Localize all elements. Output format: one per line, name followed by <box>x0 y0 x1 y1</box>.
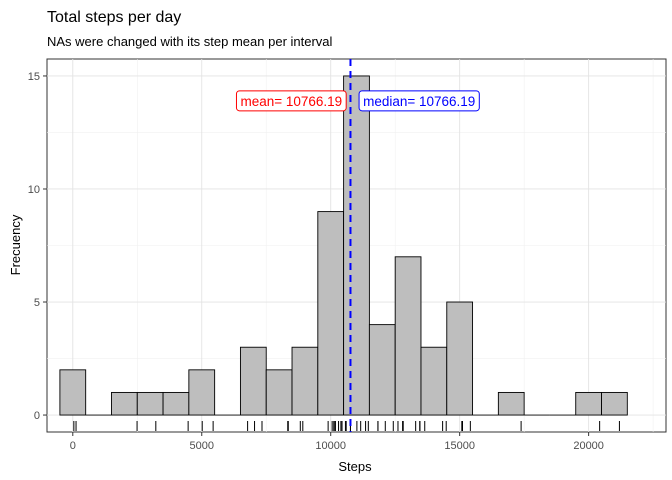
x-tick-label: 15000 <box>444 440 475 452</box>
histogram-bar <box>317 211 345 416</box>
y-axis-title: Frecuency <box>8 214 23 275</box>
chart-title: Total steps per day <box>47 9 181 26</box>
histogram-bar <box>188 369 216 416</box>
histogram-bar <box>497 391 525 416</box>
histogram-bar <box>239 346 267 416</box>
y-tick-label: 0 <box>34 410 40 422</box>
histogram-bar <box>420 346 448 416</box>
histogram-bar <box>446 301 474 416</box>
rug-marks <box>73 421 620 431</box>
x-tick-label: 10000 <box>315 440 346 452</box>
histogram-bar <box>394 256 422 416</box>
chart-subtitle: NAs were changed with its step mean per … <box>47 34 333 49</box>
y-tick-label: 15 <box>28 71 40 83</box>
x-axis-title: Steps <box>338 459 372 474</box>
y-tick-label: 5 <box>34 297 40 309</box>
bars-group <box>59 75 628 416</box>
histogram-bar <box>343 75 370 416</box>
annotation-label: median= 10766.19 <box>358 90 480 112</box>
y-tick-label: 10 <box>28 184 40 196</box>
annotation-box <box>235 90 347 112</box>
histogram-bar <box>368 324 396 416</box>
annotations-group: mean= 10766.19 median= 10766.19 <box>235 90 480 112</box>
histogram-bar <box>601 391 628 416</box>
annotation-text: median= 10766.19 <box>363 94 475 109</box>
histogram-bar <box>59 369 87 416</box>
histogram-bar <box>136 391 164 416</box>
x-tick-label: 20000 <box>573 440 604 452</box>
x-axis-ticks: 0 5000 10000 15000 20000 <box>70 432 604 452</box>
histogram-bar <box>265 369 293 416</box>
histogram-bar <box>162 391 190 416</box>
annotation-label: mean= 10766.19 <box>235 90 347 112</box>
histogram-bar <box>291 346 319 416</box>
histogram-bar <box>575 391 602 416</box>
histogram-bar <box>111 391 138 416</box>
annotation-text: mean= 10766.19 <box>240 94 342 109</box>
y-axis-ticks: 0 5 10 15 <box>28 71 47 422</box>
x-tick-label: 0 <box>70 440 76 452</box>
annotation-box <box>358 90 480 112</box>
x-tick-label: 5000 <box>190 440 214 452</box>
